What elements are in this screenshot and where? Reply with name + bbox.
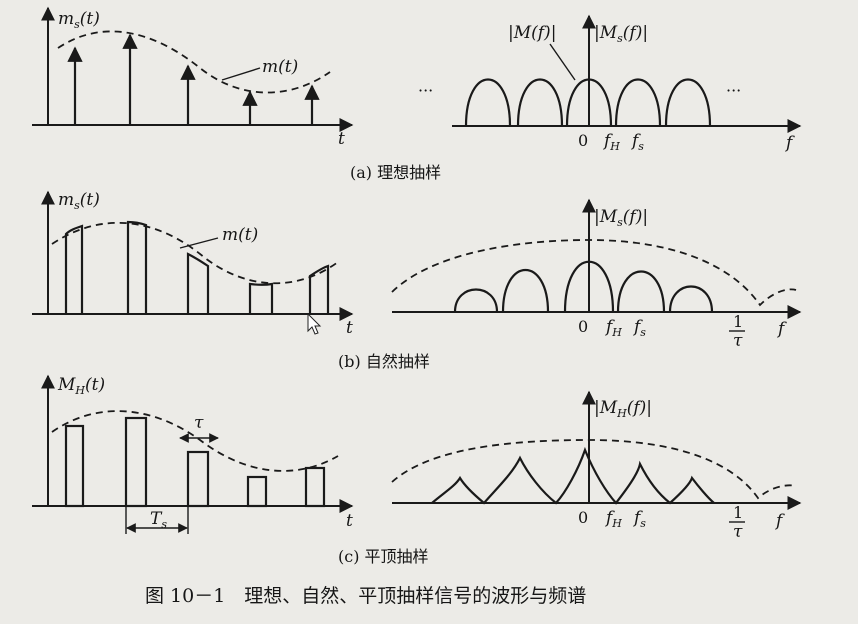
figure-caption: 图 10－1 理想、自然、平顶抽样信号的波形与频谱 xyxy=(145,585,586,607)
panel-a-curve-label: m(t) xyxy=(262,57,298,77)
panel-b-pulse-2 xyxy=(126,220,148,314)
panel-c-caption: (c) 平顶抽样 xyxy=(338,547,429,566)
panel-b-pulse-1 xyxy=(64,224,84,314)
panel-b-tick-inv-num: 1 xyxy=(733,312,743,331)
panel-b-tick-zero: 0 xyxy=(578,317,588,336)
panel-a-spec-leader xyxy=(549,43,576,81)
panel-b-pulse-5 xyxy=(308,264,330,314)
panel-c-pulse-5 xyxy=(304,466,326,508)
panel-c-tick-fh: fH xyxy=(604,508,622,530)
panel-a-lobe-2 xyxy=(516,78,564,127)
panel-a-spectrum: |M(f)| |Ms(f)| ··· ··· 0 fH fs f xyxy=(418,14,802,153)
panel-c-tick-inv-den: τ xyxy=(733,522,743,542)
panel-c-ylabel: MH(t) xyxy=(57,375,105,397)
panel-a-lobe-3 xyxy=(565,78,613,127)
panel-c-tick-zero: 0 xyxy=(578,508,588,527)
panel-b-lobe-4 xyxy=(616,270,666,313)
panel-c-f-label: f xyxy=(774,511,785,531)
panel-b-ylabel: ms(t) xyxy=(58,190,100,212)
panel-c-tick-fs: fs xyxy=(632,508,646,530)
panel-b-tick-inv-den: τ xyxy=(733,331,743,351)
panel-b-pulse-4 xyxy=(248,282,274,314)
panel-a-t-label: t xyxy=(338,129,345,149)
panel-b-caption: (b) 自然抽样 xyxy=(338,352,430,371)
panel-a-tick-zero: 0 xyxy=(578,131,588,150)
panel-a-spec-label-right: |Ms(f)| xyxy=(594,23,648,45)
panel-c-pulse-3 xyxy=(186,450,210,508)
panel-b-pulse-3 xyxy=(186,252,210,314)
panel-b-tick-fh: fH xyxy=(604,317,622,339)
panel-c-tau-label: τ xyxy=(194,413,204,433)
mouse-cursor-icon xyxy=(307,312,322,335)
panel-a-time-waveform: ms(t) m(t) t xyxy=(32,6,354,149)
panel-a-curve-leader xyxy=(221,67,261,81)
panel-b-spectrum: |Ms(f)| 0 fH fs 1 τ f xyxy=(391,198,802,351)
panel-b-f-label: f xyxy=(776,319,787,339)
panel-a-dots-left: ··· xyxy=(418,81,433,100)
panel-c-spectral-peaks xyxy=(431,446,715,505)
panel-c-spectrum: |MH(f)| 0 fH fs 1 τ f xyxy=(391,390,802,542)
panel-c-time-waveform: MH(t) τ Ts t xyxy=(32,374,354,534)
panel-a-lobe-4 xyxy=(614,78,662,127)
panel-a-caption: (a) 理想抽样 xyxy=(350,163,441,182)
panel-a-dots-right: ··· xyxy=(726,81,741,100)
panel-b-lobe-2 xyxy=(501,269,550,313)
panel-b-t-label: t xyxy=(346,318,353,338)
panel-b-lobe-5 xyxy=(668,285,714,313)
panel-a-lobe-1 xyxy=(464,78,512,127)
panel-b-spec-label: |Ms(f)| xyxy=(594,207,648,229)
panel-b-curve-label: m(t) xyxy=(222,225,258,245)
panel-a-tick-fs: fs xyxy=(630,131,644,153)
panel-c-spec-label: |MH(f)| xyxy=(594,398,652,420)
panel-b-curve-leader xyxy=(179,237,219,249)
panel-b-tick-fs: fs xyxy=(632,317,646,339)
panel-b-lobe-1 xyxy=(453,288,499,313)
panel-a-f-label: f xyxy=(784,133,795,153)
panel-a-lobe-5 xyxy=(664,78,712,127)
panel-c-pulse-4 xyxy=(246,475,268,508)
panel-c-pulse-1 xyxy=(64,424,85,508)
panel-b-message-envelope xyxy=(51,221,339,285)
panel-a-ylabel: ms(t) xyxy=(58,9,100,31)
panel-c-pulse-2 xyxy=(124,416,148,508)
panel-c-period-label: Ts xyxy=(150,509,167,531)
panel-a-tick-fh: fH xyxy=(602,131,620,153)
panel-b-lobe-3 xyxy=(563,260,615,313)
panel-c-sinc-envelope xyxy=(391,439,797,500)
panel-b-time-waveform: ms(t) m(t) t xyxy=(32,190,354,338)
panel-b-sinc-envelope xyxy=(391,239,797,307)
panel-a-spec-label-left: |M(f)| xyxy=(508,23,556,43)
panel-c-tick-inv-num: 1 xyxy=(733,503,743,522)
panel-c-t-label: t xyxy=(346,511,353,531)
